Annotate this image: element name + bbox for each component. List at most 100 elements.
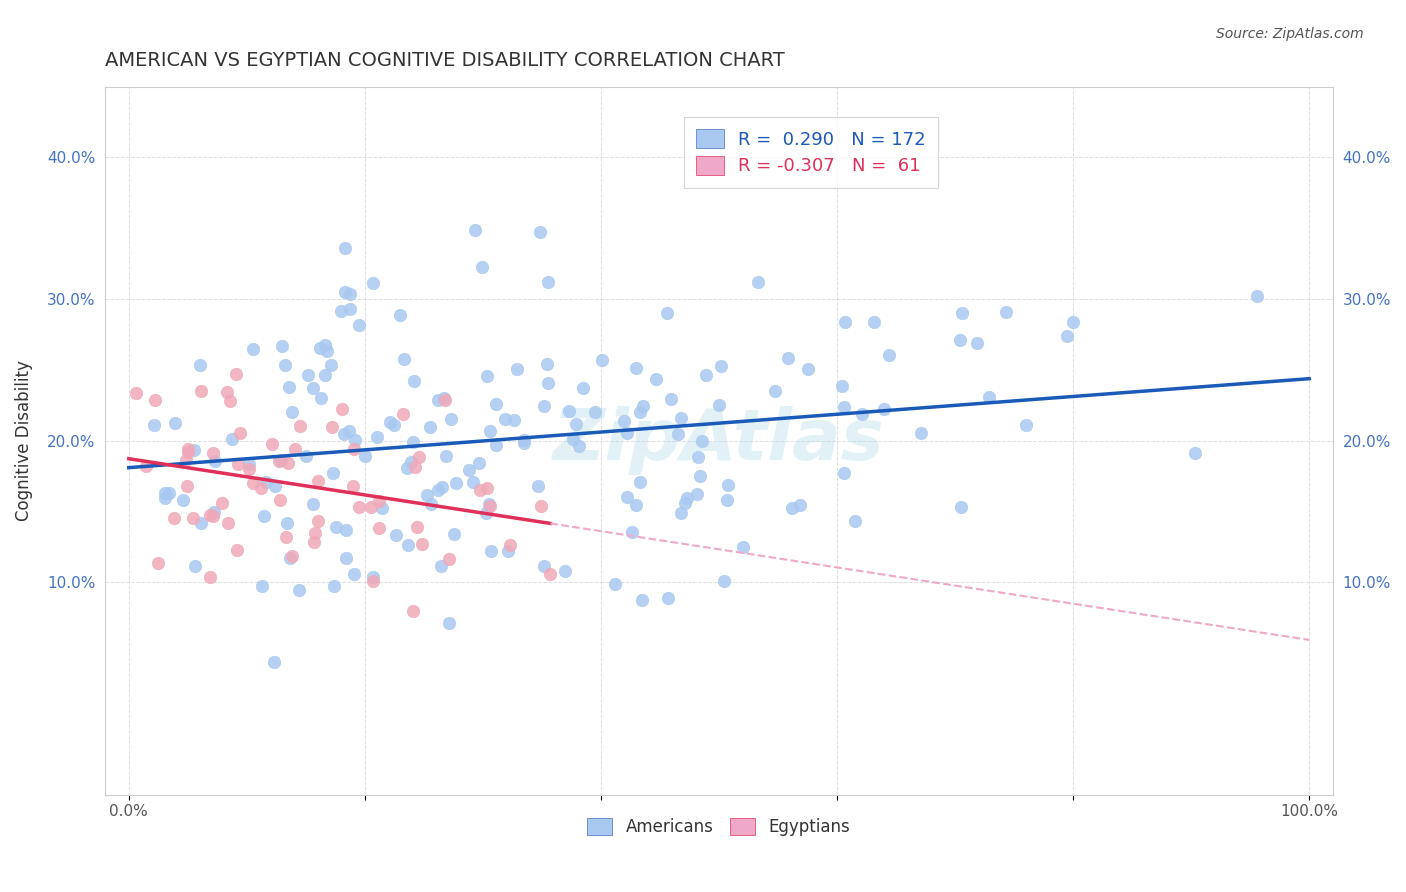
Point bbox=[536, 357, 558, 371]
Point bbox=[211, 496, 233, 510]
Point bbox=[603, 577, 626, 591]
Point bbox=[404, 460, 426, 475]
Point bbox=[659, 392, 682, 406]
Point bbox=[378, 415, 401, 429]
Point bbox=[249, 481, 271, 495]
Point bbox=[344, 433, 367, 447]
Point bbox=[966, 335, 988, 350]
Point bbox=[302, 381, 325, 395]
Point bbox=[669, 411, 692, 425]
Point bbox=[396, 538, 419, 552]
Point bbox=[506, 362, 529, 376]
Point bbox=[437, 615, 460, 630]
Point bbox=[591, 353, 613, 368]
Point bbox=[731, 540, 754, 554]
Point bbox=[747, 275, 769, 289]
Point bbox=[789, 498, 811, 512]
Point bbox=[477, 481, 499, 495]
Point bbox=[165, 416, 187, 430]
Point bbox=[396, 461, 419, 475]
Point bbox=[1014, 418, 1036, 433]
Point bbox=[717, 477, 740, 491]
Point bbox=[349, 500, 371, 514]
Point bbox=[322, 466, 344, 480]
Y-axis label: Cognitive Disability: Cognitive Disability bbox=[15, 360, 32, 521]
Point bbox=[475, 506, 498, 520]
Point bbox=[710, 359, 733, 373]
Point bbox=[302, 534, 325, 549]
Point bbox=[125, 386, 148, 401]
Point bbox=[368, 521, 391, 535]
Point bbox=[402, 374, 425, 388]
Point bbox=[274, 358, 297, 372]
Point bbox=[226, 542, 249, 557]
Point bbox=[325, 520, 347, 534]
Point bbox=[538, 566, 561, 581]
Text: ZipAtlas: ZipAtlas bbox=[553, 406, 884, 475]
Point bbox=[333, 285, 356, 299]
Point bbox=[695, 368, 717, 382]
Point bbox=[657, 591, 679, 606]
Point bbox=[616, 491, 638, 505]
Point bbox=[565, 417, 588, 431]
Point bbox=[157, 486, 180, 500]
Point bbox=[554, 564, 576, 578]
Point bbox=[475, 368, 498, 383]
Point bbox=[335, 551, 357, 566]
Point bbox=[457, 462, 479, 476]
Point bbox=[440, 411, 463, 425]
Point bbox=[406, 520, 429, 534]
Point bbox=[330, 304, 353, 318]
Point bbox=[190, 384, 212, 398]
Point bbox=[689, 469, 711, 483]
Point bbox=[181, 510, 204, 524]
Point bbox=[274, 530, 297, 544]
Point bbox=[361, 574, 384, 588]
Point bbox=[1184, 446, 1206, 460]
Point bbox=[949, 333, 972, 347]
Point bbox=[430, 558, 453, 573]
Point bbox=[176, 479, 198, 493]
Point bbox=[572, 380, 595, 394]
Point bbox=[200, 570, 222, 584]
Point bbox=[339, 301, 361, 316]
Point bbox=[146, 556, 169, 570]
Point bbox=[314, 368, 336, 382]
Point bbox=[297, 368, 319, 382]
Point bbox=[394, 352, 416, 367]
Point bbox=[333, 427, 356, 442]
Point bbox=[485, 397, 508, 411]
Point bbox=[190, 516, 212, 530]
Point bbox=[269, 454, 291, 468]
Point bbox=[443, 527, 465, 541]
Point bbox=[537, 275, 560, 289]
Point bbox=[391, 407, 413, 421]
Point bbox=[478, 424, 501, 438]
Point bbox=[479, 499, 502, 513]
Point bbox=[669, 506, 692, 520]
Point bbox=[434, 450, 457, 464]
Point bbox=[432, 480, 454, 494]
Point bbox=[135, 458, 157, 473]
Point bbox=[153, 485, 176, 500]
Point bbox=[530, 499, 553, 513]
Point bbox=[361, 570, 384, 584]
Point bbox=[343, 567, 366, 582]
Point bbox=[281, 405, 304, 419]
Point bbox=[354, 450, 377, 464]
Point bbox=[411, 537, 433, 551]
Point bbox=[709, 398, 731, 412]
Point bbox=[330, 401, 353, 416]
Point bbox=[713, 574, 735, 588]
Point bbox=[626, 360, 648, 375]
Point bbox=[657, 306, 679, 320]
Point bbox=[776, 351, 799, 366]
Point bbox=[263, 655, 285, 669]
Point bbox=[250, 579, 273, 593]
Point bbox=[183, 443, 205, 458]
Point bbox=[322, 579, 344, 593]
Point bbox=[468, 483, 491, 497]
Point bbox=[666, 427, 689, 442]
Point bbox=[583, 405, 606, 419]
Point bbox=[302, 497, 325, 511]
